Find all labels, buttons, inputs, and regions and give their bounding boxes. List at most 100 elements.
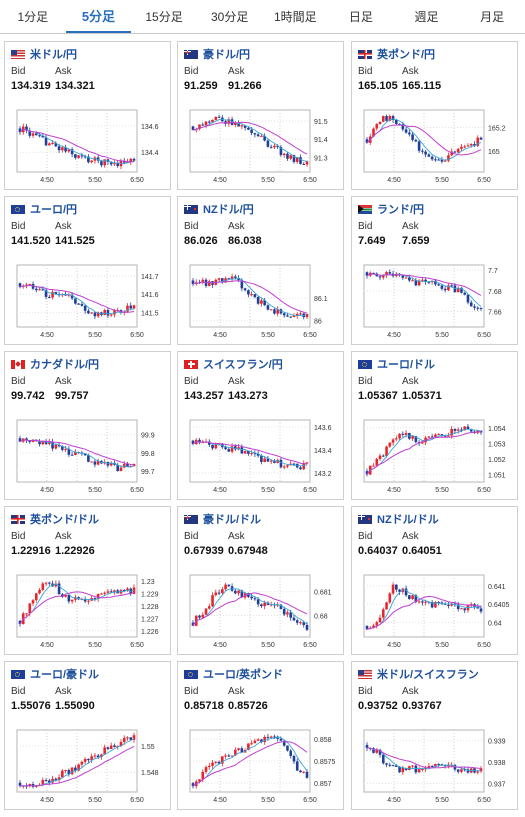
candle-body (414, 280, 418, 286)
rate-card[interactable]: 英ポンド/ドル Bid Ask 1.22916 1.22926 1.23 1.229… (4, 506, 171, 655)
moving-average-long (192, 121, 308, 155)
candle-body (378, 121, 382, 125)
tab-8[interactable]: 月足 (480, 10, 505, 24)
candle-body (408, 277, 411, 281)
candle-body (247, 593, 250, 597)
tab-4[interactable]: 30分足 (211, 10, 249, 24)
pair-header: ランド/円 (358, 202, 424, 216)
price-chart[interactable]: 99.9 99.8 99.7 4:50 5:50 6:50 (5, 414, 172, 500)
price-chart[interactable]: 0.641 0.6405 0.64 4:50 5:50 6:50 (352, 569, 519, 655)
candle-body (302, 163, 306, 165)
pair-name-link[interactable]: NZドル/円 (203, 204, 254, 216)
candle-body (434, 159, 437, 161)
pair-name-link[interactable]: スイスフラン/円 (203, 359, 283, 371)
x-tick-label: 6:50 (477, 332, 491, 339)
rate-card[interactable]: 英ポンド/円 Bid Ask 165.105 165.115 165.2 165 4:… (351, 41, 518, 190)
price-chart[interactable]: 143.6 143.4 143.2 4:50 5:50 6:50 (178, 414, 345, 500)
candle-body (44, 582, 48, 584)
candle-body (385, 272, 388, 276)
rate-card[interactable]: NZドル/円 Bid Ask 86.026 86.038 86.1 86 4:50 5:… (177, 196, 344, 345)
candle-body (292, 755, 296, 762)
price-chart[interactable]: 1.054 1.053 1.052 1.051 4:50 5:50 6:50 (352, 414, 519, 500)
price-chart[interactable]: 0.858 0.8575 0.857 4:50 5:50 6:50 (178, 724, 345, 810)
price-chart[interactable]: 134.6 134.4 4:50 5:50 6:50 (5, 104, 172, 190)
ask-label: Ask (55, 221, 72, 232)
pair-name-link[interactable]: ユーロ/ドル (377, 359, 436, 371)
rate-card[interactable]: 豪ドル/ドル Bid Ask 0.67939 0.67948 0.681 0.68 4… (177, 506, 344, 655)
pair-name-link[interactable]: 豪ドル/ドル (203, 514, 262, 526)
rate-card[interactable]: スイスフラン/円 Bid Ask 143.257 143.273 143.6 143… (177, 351, 344, 500)
price-chart[interactable]: 141.7 141.6 141.5 4:50 5:50 6:50 (5, 259, 172, 345)
pair-name-link[interactable]: カナダドル/円 (30, 359, 100, 371)
pair-name-link[interactable]: 米ドル/スイスフラン (377, 669, 479, 681)
tab-6[interactable]: 日足 (348, 10, 373, 24)
rate-card[interactable]: ユーロ/ドル Bid Ask 1.05367 1.05371 1.054 1.053… (351, 351, 518, 500)
candle-body (440, 159, 444, 162)
rate-card[interactable]: ユーロ/豪ドル Bid Ask 1.55076 1.55090 1.55 1.548… (4, 661, 171, 810)
pair-name-link[interactable]: ユーロ/英ポンド (203, 669, 284, 681)
pair-name-link[interactable]: 豪ドル/円 (203, 49, 251, 61)
x-tick-label: 6:50 (130, 487, 144, 494)
price-chart[interactable]: 0.681 0.68 4:50 5:50 6:50 (178, 569, 345, 655)
rate-card[interactable]: 米ドル/円 Bid Ask 134.319 134.321 134.6 134.4 4… (4, 41, 171, 190)
tab-5[interactable]: 1時間足 (273, 10, 317, 24)
price-chart[interactable]: 91.5 91.4 91.3 4:50 5:50 6:50 (178, 104, 345, 190)
candle-body (28, 603, 32, 614)
pair-name-link[interactable]: ユーロ/円 (30, 204, 78, 216)
candle-body (240, 125, 244, 127)
price-chart[interactable]: 86.1 86 4:50 5:50 6:50 (178, 259, 345, 345)
pair-name-link[interactable]: ランド/円 (377, 204, 425, 216)
candle-body (411, 436, 414, 439)
candle-body (70, 454, 74, 456)
candle-body (211, 444, 214, 449)
candle-body (253, 133, 257, 135)
tab-1[interactable]: 1分足 (17, 10, 49, 24)
rate-card[interactable]: NZドル/ドル Bid Ask 0.64037 0.64051 0.641 0.64… (351, 506, 518, 655)
candle-body (214, 116, 218, 120)
candle-body (67, 149, 71, 152)
candle-body (450, 285, 453, 287)
x-tick-label: 4:50 (387, 332, 401, 339)
candle-body (447, 285, 450, 291)
candle-body (250, 294, 253, 296)
price-chart[interactable]: 7.7 7.68 7.66 4:50 5:50 6:50 (352, 259, 519, 345)
moving-average-long (366, 431, 482, 475)
candle-body (292, 463, 296, 465)
price-chart[interactable]: 0.939 0.938 0.937 4:50 5:50 6:50 (352, 724, 519, 810)
rate-card[interactable]: ランド/円 Bid Ask 7.649 7.659 7.7 7.68 7.66 4:50… (351, 196, 518, 345)
candle-body (430, 602, 434, 608)
price-chart[interactable]: 1.55 1.548 4:50 5:50 6:50 (5, 724, 172, 810)
rate-card[interactable]: 米ドル/スイスフラン Bid Ask 0.93752 0.93767 0.939 0… (351, 661, 518, 810)
candle-body (460, 287, 463, 293)
candle-body (414, 765, 418, 773)
rate-card[interactable]: 豪ドル/円 Bid Ask 91.259 91.266 91.5 91.4 91.3 4… (177, 41, 344, 190)
x-tick-label: 6:50 (477, 797, 491, 804)
candle-body (113, 745, 116, 747)
pair-name-link[interactable]: NZドル/ドル (377, 514, 439, 526)
tab-3[interactable]: 15分足 (145, 10, 183, 24)
rate-card[interactable]: ユーロ/英ポンド Bid Ask 0.85718 0.85726 0.858 0.8… (177, 661, 344, 810)
bid-value: 134.319 (11, 80, 51, 92)
candle-body (109, 745, 113, 749)
pair-name-link[interactable]: 英ポンド/円 (377, 49, 436, 61)
candle-body (302, 771, 306, 773)
candle-body (401, 275, 405, 278)
pair-name-link[interactable]: 英ポンド/ドル (30, 514, 100, 526)
rate-card[interactable]: ユーロ/円 Bid Ask 141.520 141.525 141.7 141.6 1… (4, 196, 171, 345)
candle-body (103, 747, 106, 755)
price-chart[interactable]: 1.23 1.229 1.228 1.227 1.226 4:50 5:50 6:50 (5, 569, 172, 655)
candle-body (479, 768, 483, 772)
candle-body (395, 119, 398, 124)
pair-name-link[interactable]: 米ドル/円 (30, 49, 78, 61)
pair-name-link[interactable]: ユーロ/豪ドル (30, 669, 100, 681)
rate-card[interactable]: カナダドル/円 Bid Ask 99.742 99.757 99.9 99.8 99.… (4, 351, 171, 500)
tab-2[interactable]: 5分足 (65, 0, 132, 33)
candle-body (375, 459, 379, 466)
candle-body (87, 758, 90, 761)
y-tick-label: 1.23 (141, 579, 155, 586)
price-chart[interactable]: 165.2 165 4:50 5:50 6:50 (352, 104, 519, 190)
y-tick-label: 143.4 (314, 448, 332, 455)
tab-7[interactable]: 週足 (414, 10, 439, 24)
candle-body (381, 116, 385, 122)
x-tick-label: 4:50 (40, 177, 54, 184)
